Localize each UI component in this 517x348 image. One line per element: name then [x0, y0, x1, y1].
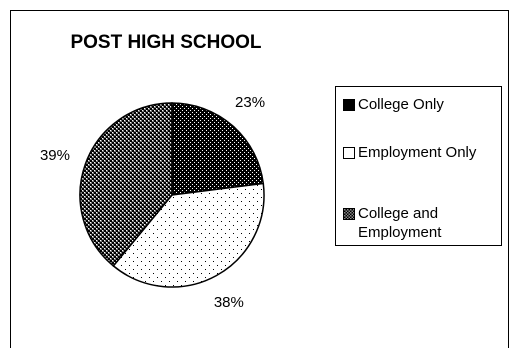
- legend-swatch: [343, 147, 355, 159]
- legend-swatch: [343, 208, 355, 220]
- legend-entry: Employment Only: [343, 143, 498, 162]
- legend-label: College Only: [358, 96, 444, 113]
- chart-area: [10, 10, 509, 348]
- chart-title: POST HIGH SCHOOL: [70, 32, 262, 53]
- pie-slice-1: [171, 102, 265, 196]
- legend: College Only Employment Only College and E…: [335, 86, 502, 246]
- legend-label: College and Employment: [358, 205, 442, 241]
- legend-label: Employment Only: [358, 144, 477, 161]
- pie-slice-label: 39%: [39, 146, 70, 164]
- pie-slice-label: 23%: [235, 93, 266, 111]
- pie-slice-2: [112, 182, 265, 288]
- legend-entry: College Only: [343, 95, 498, 114]
- legend-swatch: [343, 99, 355, 111]
- pie-slice-3: [79, 102, 173, 267]
- legend-entry: College and Employment: [343, 204, 498, 242]
- pie-slice-label: 38%: [213, 293, 244, 311]
